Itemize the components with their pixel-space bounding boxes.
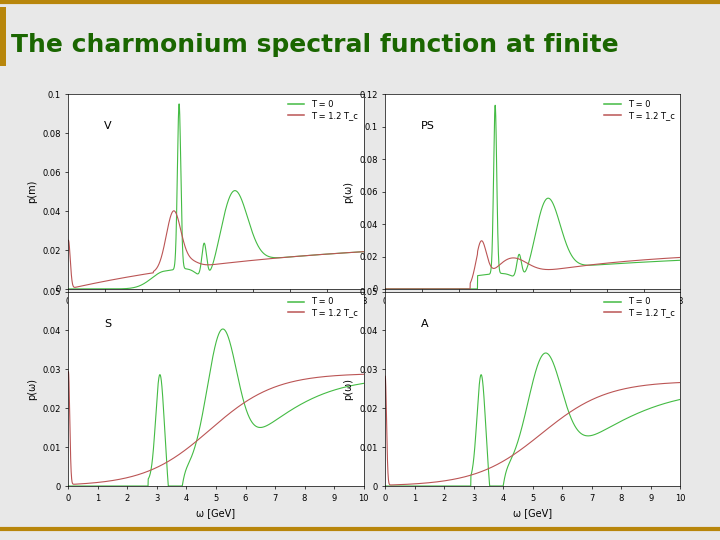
Y-axis label: p(ω): p(ω): [27, 378, 37, 400]
X-axis label: ω [GeV]: ω [GeV]: [197, 508, 235, 518]
X-axis label: m [GeV]: m [GeV]: [196, 311, 236, 321]
Text: S: S: [104, 319, 111, 329]
Text: V: V: [104, 122, 112, 132]
X-axis label: ω [GeV]: ω [GeV]: [513, 508, 552, 518]
Text: The charmonium spectral function at finite: The charmonium spectral function at fini…: [11, 33, 618, 57]
Legend: T = 0, T = 1.2 T_c: T = 0, T = 1.2 T_c: [286, 296, 359, 319]
Text: PS: PS: [420, 122, 434, 132]
Legend: T = 0, T = 1.2 T_c: T = 0, T = 1.2 T_c: [603, 296, 676, 319]
Y-axis label: p(ω): p(ω): [343, 181, 354, 202]
Text: A: A: [420, 319, 428, 329]
Legend: T = 0, T = 1.2 T_c: T = 0, T = 1.2 T_c: [286, 99, 359, 122]
Y-axis label: p(m): p(m): [27, 180, 37, 204]
Y-axis label: p(ω): p(ω): [343, 378, 354, 400]
Bar: [0, 7, 6, 65]
X-axis label: ω [GeV]: ω [GeV]: [513, 311, 552, 321]
Legend: T = 0, T = 1.2 T_c: T = 0, T = 1.2 T_c: [603, 99, 676, 122]
